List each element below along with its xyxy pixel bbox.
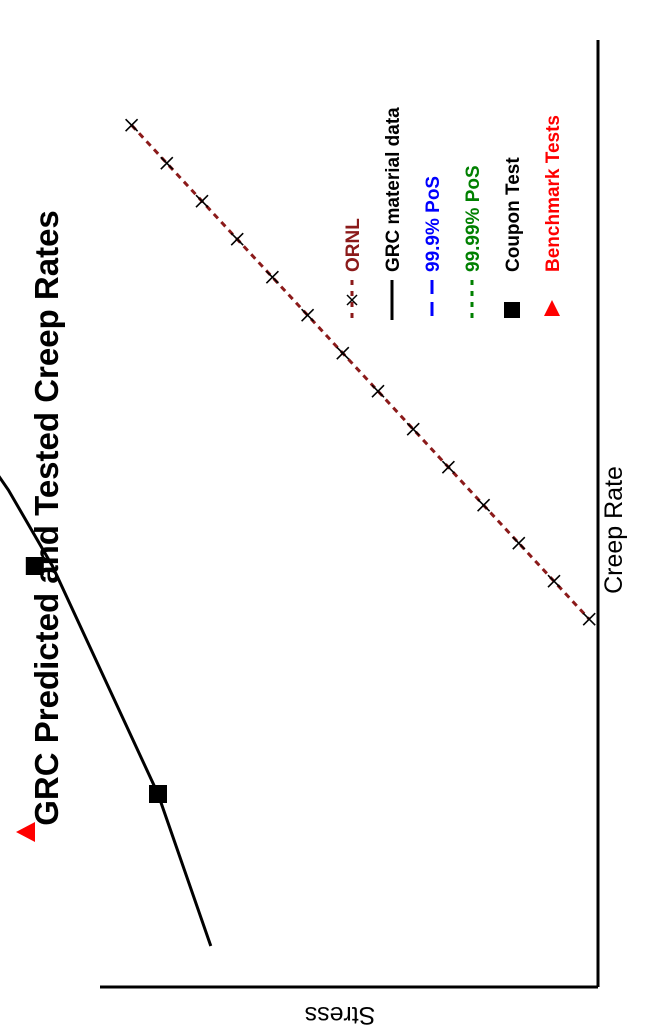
- ornl-x-marker: [371, 384, 385, 398]
- ornl-x-marker: [582, 612, 596, 626]
- ornl-x-marker: [477, 498, 491, 512]
- ornl-x-marker: [512, 536, 526, 550]
- legend-label: Coupon Test: [503, 157, 524, 272]
- legend-item-99-99-pos: 99.99% PoS: [463, 165, 484, 320]
- ornl-x-marker: [160, 156, 174, 170]
- legend-item-coupon-test: Coupon Test: [503, 157, 524, 318]
- legend-item-99-9-pos: 99.9% PoS: [423, 176, 444, 320]
- ornl-x-marker: [265, 270, 279, 284]
- ornl-x-marker: [547, 574, 561, 588]
- ornl-x-marker: [301, 308, 315, 322]
- legend-label: 99.99% PoS: [463, 165, 484, 272]
- legend-item-ornl: ORNL: [343, 218, 364, 320]
- x-axis-label: Creep Rate: [600, 466, 628, 594]
- grc-material-data-series: [0, 475, 213, 947]
- ornl-x-marker: [125, 118, 139, 132]
- ornl-x-marker: [336, 346, 350, 360]
- legend-item-benchmark-tests: Benchmark Tests: [543, 115, 564, 316]
- legend-x-marker: [346, 294, 358, 306]
- legend-label: Benchmark Tests: [543, 115, 564, 272]
- series-layer: [0, 118, 596, 947]
- y-axis-label: Stress: [305, 1001, 376, 1029]
- ornl-x-marker: [406, 422, 420, 436]
- ornl-x-marker: [441, 460, 455, 474]
- ornl-x-marker: [195, 194, 209, 208]
- benchmark-tests-series: [16, 822, 35, 842]
- ornl-series: [125, 118, 596, 626]
- legend-swatch: [544, 300, 560, 316]
- chart-title: GRC Predicted and Tested Creep Rates: [28, 210, 65, 826]
- coupon-test-marker: [25, 557, 44, 575]
- coupon-test-series: [25, 557, 167, 803]
- coupon-test-marker: [149, 785, 167, 803]
- legend-label: 99.9% PoS: [423, 176, 444, 272]
- legend-label: GRC material data: [383, 107, 404, 272]
- legend-label: ORNL: [343, 218, 364, 272]
- legend-swatch: [504, 302, 520, 318]
- legend: ORNL GRC material data 99.9% PoS 99.99% PoS…: [343, 107, 564, 320]
- grc-material-data-line: [0, 475, 213, 947]
- ornl-x-marker: [230, 232, 244, 246]
- legend-item-grc-material-data: GRC material data: [383, 107, 404, 320]
- benchmark-test-marker: [16, 822, 35, 842]
- ornl-line: [130, 124, 591, 621]
